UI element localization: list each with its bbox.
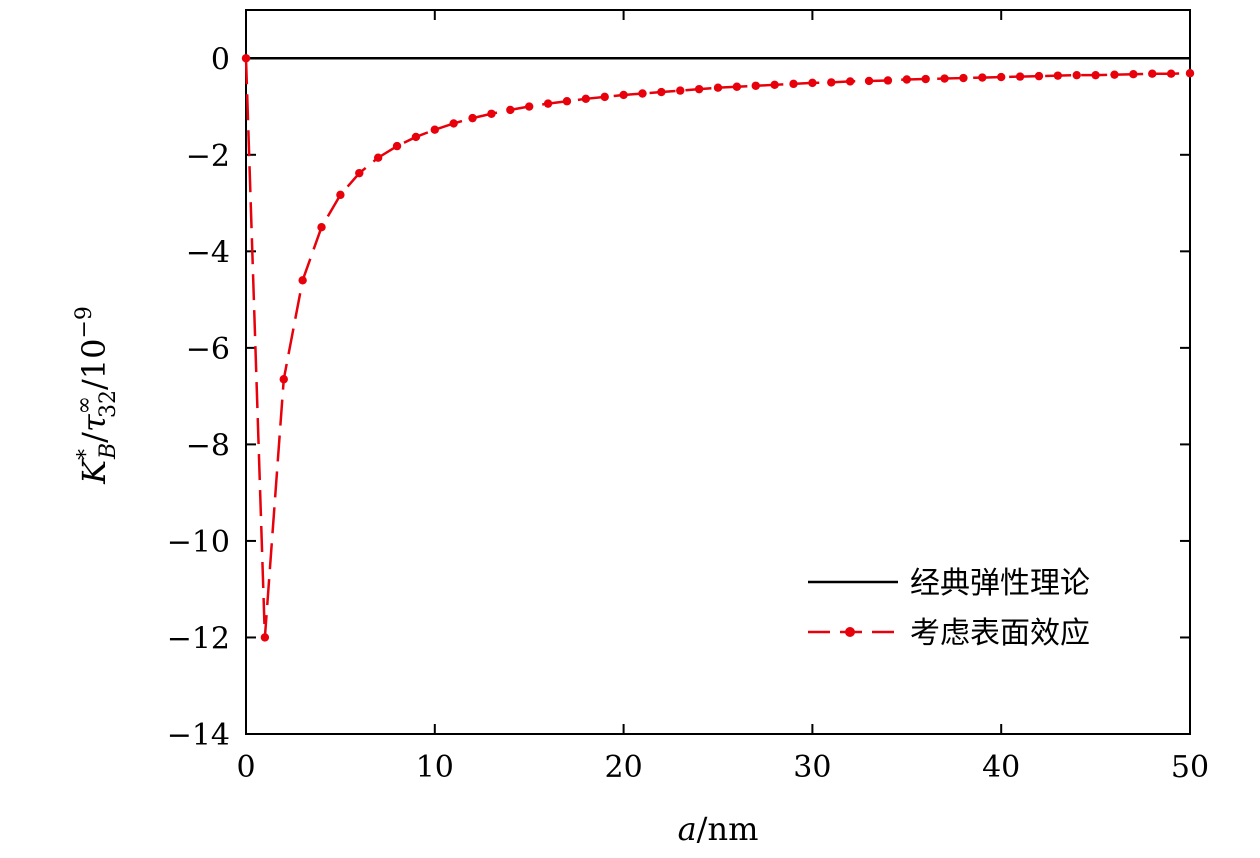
data-point: [997, 72, 1006, 82]
data-point: [543, 99, 553, 108]
data-point: [713, 83, 723, 92]
y-tick-label: −6: [186, 332, 230, 367]
data-point: [902, 75, 911, 84]
data-point: [298, 276, 307, 285]
data-point: [770, 80, 779, 90]
legend-marker: [845, 627, 855, 637]
data-point: [1166, 69, 1176, 78]
data-point: [468, 113, 477, 123]
data-point: [430, 125, 439, 134]
y-axis-title: K*B/τ∞32/10−9: [72, 306, 121, 485]
data-point: [487, 109, 496, 118]
series-line-1: [244, 58, 1191, 638]
data-point: [581, 94, 591, 104]
x-tick-label: 50: [1171, 750, 1209, 785]
data-point: [808, 78, 817, 88]
data-point: [1015, 72, 1025, 81]
data-point: [336, 190, 345, 200]
data-point: [676, 86, 685, 95]
data-point: [657, 87, 666, 97]
y-tick-label: −14: [167, 718, 230, 753]
axes: 0 10 20 30 40 50 0 −2 −4 −6 −8 −10 −12 −14: [167, 10, 1209, 785]
legend-label-1: 考虑表面效应: [910, 616, 1090, 651]
data-point: [638, 89, 647, 98]
x-axis-title: a/nm: [678, 810, 759, 848]
data-point: [883, 76, 893, 85]
data-point: [751, 81, 760, 90]
x-tick-label: 0: [236, 750, 255, 785]
data-point: [921, 74, 930, 84]
y-tick-label: −2: [186, 139, 230, 174]
data-point: [355, 168, 364, 178]
data-point: [392, 141, 402, 151]
data-point: [1034, 71, 1044, 81]
data-point: [317, 223, 326, 232]
data-point: [1110, 70, 1119, 79]
data-point: [732, 82, 742, 91]
data-point: [506, 105, 515, 115]
data-point: [959, 73, 968, 83]
y-tick-label: −12: [167, 621, 230, 656]
x-tick-label: 30: [793, 750, 831, 785]
data-point: [1053, 71, 1063, 80]
data-point: [562, 97, 572, 106]
series-layer: [241, 54, 1195, 642]
data-point: [864, 76, 874, 86]
x-tick-label: 40: [982, 750, 1020, 785]
y-tick-label: −10: [167, 525, 230, 560]
data-point: [279, 375, 288, 384]
data-point: [1072, 70, 1081, 80]
x-tick-label: 10: [416, 750, 454, 785]
data-point: [1185, 69, 1195, 78]
data-point: [940, 74, 949, 83]
data-point: [845, 77, 855, 86]
data-point: [978, 73, 987, 82]
data-point: [260, 633, 270, 642]
data-point: [694, 84, 704, 94]
y-tick-label: 0: [211, 42, 230, 77]
data-point: [373, 153, 383, 162]
data-point: [1091, 70, 1100, 80]
data-point: [449, 119, 458, 128]
plot-area: [245, 9, 1191, 735]
data-point: [1129, 69, 1138, 79]
data-point: [241, 54, 251, 63]
x-tick-label: 20: [605, 750, 643, 785]
data-point: [789, 79, 798, 89]
data-point: [411, 132, 421, 142]
y-tick-label: −8: [186, 428, 230, 463]
data-point: [525, 102, 534, 111]
data-point: [827, 78, 836, 87]
legend-label-0: 经典弹性理论: [910, 566, 1090, 601]
plot-frame: [245, 9, 1191, 735]
y-tick-label: −4: [186, 235, 230, 270]
data-point: [600, 92, 609, 102]
data-point: [1148, 69, 1157, 78]
data-point: [619, 90, 628, 100]
